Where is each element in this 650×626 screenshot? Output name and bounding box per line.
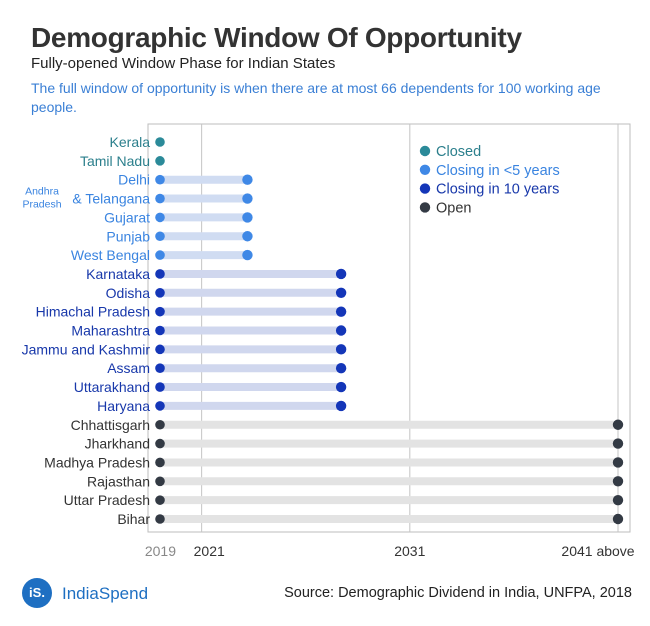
legend-label: Closed bbox=[436, 144, 481, 160]
start-point bbox=[155, 269, 165, 279]
state-label-prefix: Andhra bbox=[25, 186, 59, 198]
start-point bbox=[155, 156, 165, 166]
state-label: Haryana bbox=[97, 398, 150, 414]
start-point bbox=[155, 438, 165, 449]
start-point bbox=[155, 174, 165, 185]
start-point bbox=[155, 193, 165, 204]
end-point bbox=[335, 381, 347, 393]
start-point bbox=[155, 514, 165, 524]
state-label: Punjab bbox=[106, 228, 150, 244]
source-note: Source: Demographic Dividend in India, U… bbox=[284, 585, 632, 601]
end-point bbox=[335, 325, 347, 336]
state-label: Delhi bbox=[118, 172, 150, 188]
plot-frame bbox=[147, 123, 631, 533]
state-label-prefix: Pradesh bbox=[22, 199, 61, 211]
start-point bbox=[155, 231, 165, 242]
state-label: Tamil Nadu bbox=[80, 153, 150, 169]
state-label: Himachal Pradesh bbox=[36, 304, 150, 320]
end-point bbox=[335, 344, 347, 355]
brand-name: IndiaSpend bbox=[62, 584, 149, 603]
state-label: Rajasthan bbox=[87, 473, 150, 489]
x-tick-label: 2041 above bbox=[561, 543, 634, 559]
start-point bbox=[155, 325, 165, 336]
x-tick-label: 2019 bbox=[145, 543, 176, 559]
start-point bbox=[155, 401, 165, 411]
end-point bbox=[612, 476, 624, 487]
chart-title: Demographic Window Of Opportunity bbox=[31, 22, 522, 53]
end-point bbox=[612, 513, 624, 525]
end-point bbox=[335, 306, 347, 317]
start-point bbox=[155, 363, 165, 374]
start-point bbox=[155, 288, 165, 298]
start-point bbox=[155, 137, 165, 147]
start-point bbox=[155, 495, 165, 505]
x-tick-label: 2031 bbox=[394, 543, 425, 559]
legend-marker bbox=[419, 183, 431, 194]
legend-marker bbox=[419, 202, 431, 213]
state-label: Uttarakhand bbox=[74, 379, 150, 395]
end-point bbox=[242, 193, 253, 204]
end-point bbox=[335, 287, 347, 298]
end-point bbox=[242, 174, 253, 185]
legend-marker bbox=[419, 145, 431, 157]
state-label: Uttar Pradesh bbox=[64, 492, 150, 508]
state-label: Bihar bbox=[117, 511, 150, 527]
chart-subtitle: Fully-opened Window Phase for Indian Sta… bbox=[31, 55, 336, 72]
state-label: Assam bbox=[107, 360, 150, 376]
indiaspend-logo: iS. bbox=[22, 578, 52, 608]
end-point bbox=[612, 419, 624, 430]
start-point bbox=[155, 212, 165, 223]
legend-label: Closing in 10 years bbox=[436, 182, 559, 198]
state-label: Maharashtra bbox=[71, 323, 150, 339]
x-tick-label: 2021 bbox=[194, 543, 225, 559]
state-label: Jharkhand bbox=[85, 436, 150, 452]
state-label: Madhya Pradesh bbox=[44, 454, 150, 470]
state-label: West Bengal bbox=[71, 247, 150, 263]
legend-marker bbox=[419, 164, 431, 175]
legend-label: Closing in <5 years bbox=[436, 163, 560, 179]
end-point bbox=[242, 212, 253, 223]
start-point bbox=[155, 419, 165, 430]
start-point bbox=[155, 382, 165, 392]
start-point bbox=[155, 306, 165, 317]
start-point bbox=[155, 344, 165, 355]
state-label: Gujarat bbox=[104, 209, 150, 225]
end-point bbox=[335, 268, 347, 280]
state-label: & Telangana bbox=[72, 191, 150, 207]
start-point bbox=[155, 476, 165, 487]
state-label: Odisha bbox=[106, 285, 151, 301]
end-point bbox=[612, 457, 624, 468]
state-label: Chhattisgarh bbox=[71, 417, 150, 433]
end-point bbox=[242, 231, 253, 242]
chart-description: The full window of opportunity is when t… bbox=[31, 80, 601, 115]
legend-label: Open bbox=[436, 200, 471, 216]
state-label: Karnataka bbox=[86, 266, 150, 282]
start-point bbox=[155, 457, 165, 468]
end-point bbox=[335, 400, 347, 412]
dumbbell-chart: 2019 2021 2031 2041 above Kerala Tamil Nadu De… bbox=[22, 123, 635, 559]
state-label: Kerala bbox=[110, 134, 151, 150]
end-point bbox=[242, 249, 253, 261]
end-point bbox=[612, 438, 624, 449]
end-point bbox=[612, 494, 624, 506]
start-point bbox=[155, 250, 165, 260]
state-label: Jammu and Kashmir bbox=[22, 341, 151, 357]
end-point bbox=[335, 363, 347, 374]
